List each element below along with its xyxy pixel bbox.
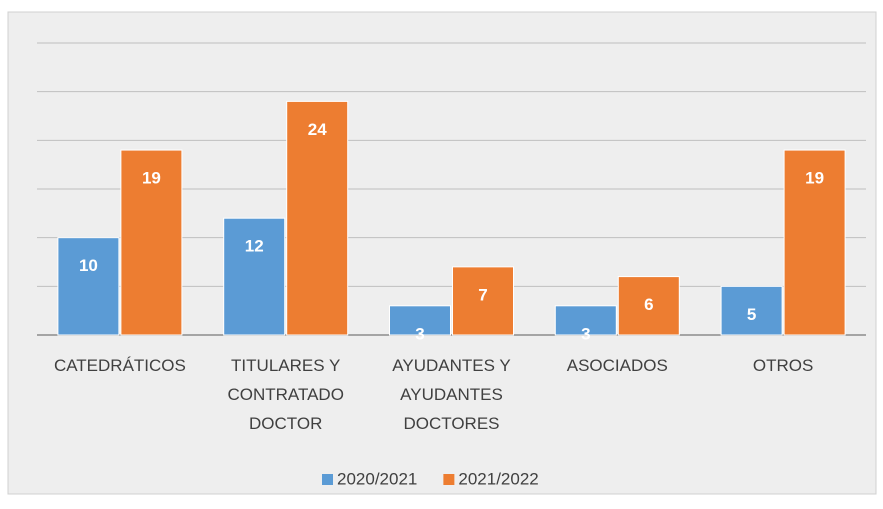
bar (617, 276, 680, 336)
data-label: 19 (142, 169, 161, 188)
legend-label: 2021/2022 (458, 469, 538, 488)
x-tick-label: OTROS (753, 356, 813, 375)
data-label: 24 (308, 120, 327, 139)
bar (720, 285, 783, 336)
x-tick-label: TITULARES Y CONTRATADO DOCTOR (227, 356, 343, 433)
data-label: 19 (805, 169, 824, 188)
data-label: 6 (644, 295, 653, 314)
x-tick-label: CATEDRÁTICOS (54, 356, 186, 375)
bar (57, 237, 120, 336)
data-label: 3 (415, 324, 424, 343)
legend-swatch (322, 474, 333, 485)
bar (389, 305, 451, 336)
x-tick-label: AYUDANTES Y AYUDANTES DOCTORES (392, 356, 510, 433)
bar (286, 100, 349, 336)
legend-swatch (443, 474, 455, 485)
legend-label: 2020/2021 (337, 469, 417, 488)
bar (452, 266, 514, 336)
data-label: 12 (245, 237, 264, 256)
data-label: 10 (79, 256, 98, 275)
bar (223, 217, 286, 336)
x-tick-label: ASOCIADOS (567, 356, 668, 375)
data-label: 3 (581, 324, 590, 343)
bar (120, 149, 183, 336)
data-label: 5 (747, 305, 756, 324)
bar (783, 149, 846, 336)
data-label: 7 (478, 285, 487, 304)
bar (554, 305, 617, 336)
